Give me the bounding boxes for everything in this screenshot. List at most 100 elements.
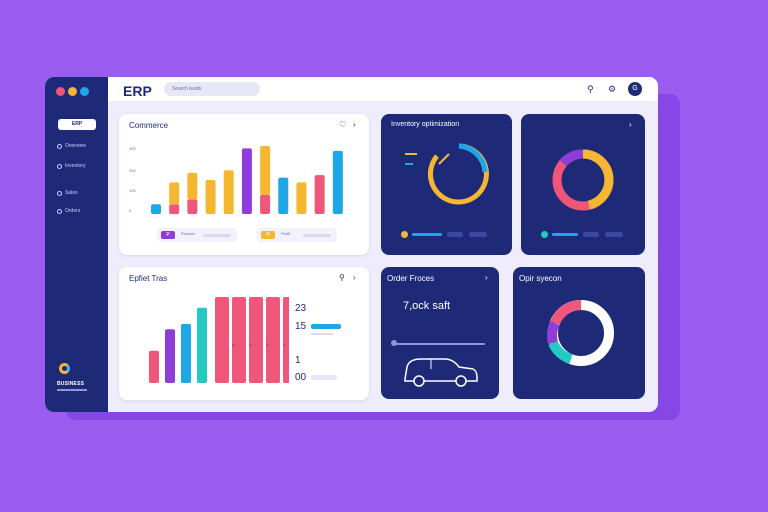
placeholder-bar <box>583 232 599 237</box>
legend-bar <box>203 234 231 237</box>
search-icon[interactable]: ⚲ <box>339 273 345 282</box>
donut-slice-purple <box>559 149 584 167</box>
sidebar-item-sales[interactable]: Sales <box>57 190 78 196</box>
window-controls <box>56 87 89 96</box>
placeholder-bar <box>469 232 487 237</box>
donut-slice-blue <box>458 143 488 173</box>
bar-segment[interactable] <box>260 194 271 214</box>
placeholder-bar <box>311 375 337 380</box>
topbar: ERP Search leads ⚲ ⚙ G <box>108 77 658 101</box>
card-title: Commerce <box>129 121 169 130</box>
divider-dot <box>391 340 397 346</box>
bar[interactable] <box>181 323 191 383</box>
bar[interactable] <box>149 350 159 383</box>
stat-number: 1 <box>295 355 301 366</box>
bar[interactable] <box>187 172 198 200</box>
legend-label: Profit <box>281 231 291 236</box>
shield-icon[interactable]: ♡ <box>339 120 347 129</box>
sidebar-item-label: Overview <box>65 143 86 149</box>
minimize-dot[interactable] <box>68 87 77 96</box>
bar[interactable] <box>332 150 343 214</box>
bar-label: 1 <box>283 342 286 347</box>
chevron-right-icon[interactable]: › <box>629 120 632 129</box>
bar-segment[interactable] <box>169 204 180 214</box>
bar[interactable] <box>241 148 252 214</box>
bar[interactable] <box>165 329 175 383</box>
sidebar-item-overview[interactable]: Overview <box>57 143 86 149</box>
bar-segment[interactable] <box>187 199 198 214</box>
y-tick: 0 <box>129 208 132 213</box>
legend-label: Product <box>181 231 195 236</box>
inventory-card: Inventory optimization <box>381 114 512 255</box>
bar[interactable] <box>151 204 161 214</box>
placeholder-bar <box>311 333 333 335</box>
sales-bar-chart <box>149 297 289 383</box>
card-title: Epfiet Tras <box>129 274 168 283</box>
segments-card: › <box>521 114 645 255</box>
sidebar-item-label: Inventory <box>65 163 86 169</box>
sidebar-item-label: Sales <box>65 190 78 196</box>
stat-number: 15 <box>295 321 307 332</box>
sales-card: Epfiet Tras ⚲ › 1 1 1 1 23 15 1 00 <box>119 267 369 400</box>
segments-donut-chart <box>552 149 614 211</box>
legend-badge: P <box>261 231 275 239</box>
circle-icon <box>57 143 62 149</box>
card-title: Order Froces <box>387 274 435 283</box>
bar[interactable] <box>223 170 234 214</box>
brand-logo-icon <box>59 363 70 374</box>
chevron-right-icon[interactable]: › <box>485 273 488 282</box>
status-dot <box>401 231 408 238</box>
bar-label: 1 <box>232 342 235 347</box>
orders-card: Order Froces › 7,ock saft <box>381 267 499 399</box>
sidebar-primary-button[interactable]: ERP <box>58 119 96 130</box>
brand-subtitle-line <box>57 389 87 391</box>
status-dot <box>541 231 548 238</box>
distribution-donut-chart <box>547 300 614 366</box>
bar[interactable] <box>314 175 325 214</box>
sidebar-item-orders[interactable]: Orders <box>57 208 80 214</box>
bar[interactable] <box>197 307 207 383</box>
maximize-dot[interactable] <box>80 87 89 96</box>
users-icon <box>57 208 62 214</box>
stat-number: 23 <box>295 303 307 314</box>
settings-icon[interactable]: ⚙ <box>608 84 617 94</box>
sidebar: ERP Overview Inventory Sales Orders BUSI… <box>45 77 108 412</box>
sidebar-item-inventory[interactable]: Inventory <box>57 163 86 169</box>
bar[interactable] <box>278 177 289 214</box>
bar[interactable] <box>205 180 216 214</box>
bar[interactable] <box>266 297 280 383</box>
donut-slice-purple <box>547 320 560 345</box>
bar[interactable] <box>283 297 289 383</box>
placeholder-bar <box>447 232 463 237</box>
brand-name: BUSINESS <box>57 381 85 387</box>
bar[interactable] <box>296 182 307 214</box>
y-tick: 200 <box>129 168 136 173</box>
erp-window: ERP Overview Inventory Sales Orders BUSI… <box>45 77 658 412</box>
chevron-right-icon[interactable]: › <box>353 120 356 129</box>
arrow-icon <box>438 153 450 165</box>
bar[interactable] <box>232 297 246 383</box>
commerce-card: Commerce ♡ › 300 200 100 0 P Product P P… <box>119 114 369 255</box>
legend-product[interactable]: P Product <box>157 228 237 242</box>
card-title: Inventory optimization <box>391 121 460 128</box>
donut-slice-teal <box>548 340 573 364</box>
distribution-card: Opir syecon <box>513 267 645 399</box>
bar[interactable] <box>260 146 271 195</box>
inventory-donut-chart <box>405 143 489 205</box>
avatar[interactable]: G <box>628 82 642 96</box>
search-input[interactable]: Search leads <box>164 82 260 96</box>
bar[interactable] <box>215 297 229 383</box>
orders-headline: 7,ock saft <box>403 300 451 312</box>
legend-profit[interactable]: P Profit <box>257 228 337 242</box>
progress-bar <box>552 233 578 236</box>
progress-bar <box>412 233 442 236</box>
search-icon[interactable]: ⚲ <box>587 84 594 94</box>
bar[interactable] <box>249 297 263 383</box>
tag-icon <box>57 190 62 196</box>
chevron-right-icon[interactable]: › <box>353 273 356 282</box>
placeholder-bar <box>605 232 623 237</box>
commerce-bar-chart <box>151 146 343 214</box>
bar[interactable] <box>169 182 180 205</box>
car-icon <box>404 358 478 387</box>
close-dot[interactable] <box>56 87 65 96</box>
